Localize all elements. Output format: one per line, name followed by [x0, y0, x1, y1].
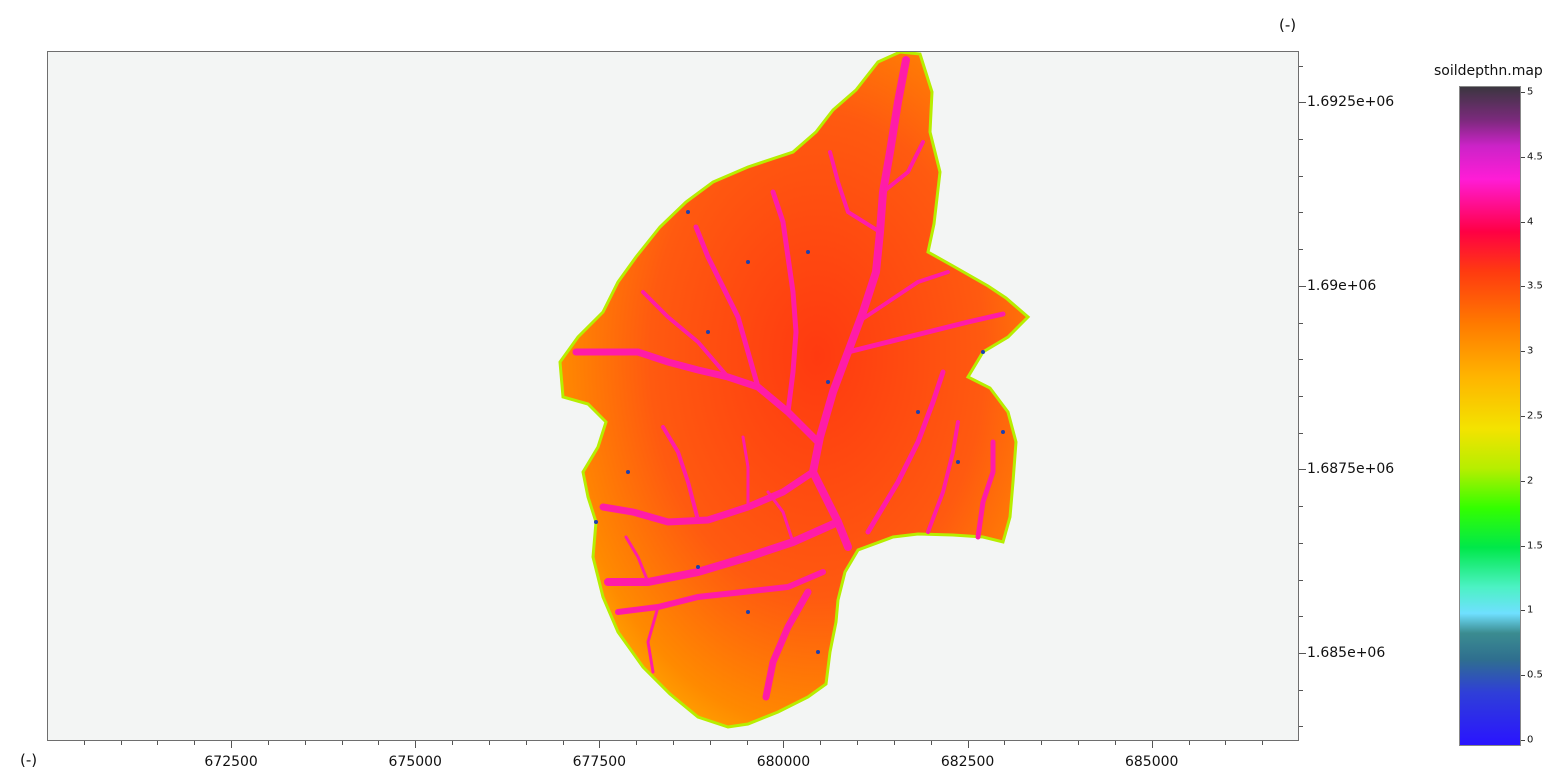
colorbar-tick [1521, 675, 1525, 677]
y-minor-tick [1299, 175, 1303, 177]
x-minor-tick [488, 741, 490, 745]
x-minor-tick [1151, 741, 1153, 748]
map-canvas[interactable] [47, 51, 1299, 741]
x-minor-tick [341, 741, 343, 745]
x-minor-tick [820, 741, 822, 745]
x-minor-tick [1004, 741, 1006, 745]
y-minor-tick [1299, 249, 1303, 251]
colorbar-tick-label: 3.5 [1527, 280, 1543, 292]
colorbar-tick-label: 0 [1527, 734, 1534, 746]
x-tick-label: 672500 [204, 754, 258, 770]
y-tick-label: 1.69e+06 [1307, 277, 1377, 294]
colorbar-tick-label: 0.5 [1527, 669, 1543, 681]
colorbar-tick-label: 4.5 [1527, 151, 1543, 163]
x-minor-tick [599, 741, 601, 748]
y-minor-tick [1299, 689, 1303, 691]
colorbar-tick-label: 2 [1527, 475, 1534, 487]
colorbar-tick [1521, 545, 1525, 547]
raster-map [558, 52, 1031, 729]
x-minor-tick [1262, 741, 1264, 745]
colorbar-tick-label: 2.5 [1527, 410, 1543, 422]
y-minor-tick [1299, 102, 1306, 104]
y-minor-tick [1299, 726, 1303, 728]
colorbar-tick [1521, 92, 1525, 93]
y-minor-tick [1299, 396, 1303, 397]
colorbar-tick [1521, 221, 1525, 223]
x-minor-tick [83, 741, 85, 745]
x-minor-tick [783, 741, 785, 748]
colorbar-tick-label: 1 [1527, 604, 1534, 616]
colorbar-tick-label: 1.5 [1527, 540, 1543, 552]
y-minor-tick [1299, 322, 1303, 324]
unit-label-top: (-) [1279, 16, 1297, 34]
colorbar-tick [1521, 480, 1525, 482]
y-minor-tick [1299, 359, 1303, 361]
y-minor-tick [1299, 616, 1303, 618]
colorbar-tick-label: 3 [1527, 345, 1534, 357]
y-minor-tick [1299, 579, 1303, 581]
x-minor-tick [452, 741, 454, 745]
colorbar-tick-label: 5 [1527, 86, 1534, 98]
low-depth-patches [594, 210, 1005, 654]
y-minor-tick [1299, 542, 1303, 544]
colorbar [1459, 86, 1521, 746]
x-axis: 672500 675000 677500 680000 682500 685000 [47, 741, 1299, 778]
x-minor-tick [157, 741, 159, 745]
x-minor-tick [893, 741, 895, 745]
x-tick-label: 682500 [940, 754, 995, 770]
colorbar-tick-label: 4 [1527, 216, 1534, 228]
y-tick-label: 1.6925e+06 [1307, 94, 1395, 111]
x-minor-tick [562, 741, 564, 745]
x-tick-label: 680000 [756, 754, 811, 770]
colorbar-tick [1521, 351, 1525, 353]
x-minor-tick [1041, 741, 1043, 745]
x-minor-tick [1225, 741, 1227, 745]
x-minor-tick [267, 741, 269, 745]
x-minor-tick [304, 741, 306, 745]
colorbar-tick [1521, 416, 1525, 417]
x-tick-label: 685000 [1124, 754, 1179, 770]
colorbar-tick [1521, 740, 1525, 741]
x-minor-tick [636, 741, 638, 745]
x-minor-tick [709, 741, 711, 745]
x-minor-tick [746, 741, 748, 745]
x-minor-tick [930, 741, 932, 745]
y-minor-tick [1299, 285, 1306, 287]
x-minor-tick [525, 741, 527, 745]
x-tick-label: 677500 [572, 754, 627, 770]
x-minor-tick [194, 741, 196, 745]
catchment-area [558, 52, 1031, 729]
colorbar-tick [1521, 286, 1525, 288]
y-minor-tick [1299, 469, 1306, 471]
x-minor-tick [1188, 741, 1190, 745]
x-minor-tick [1078, 741, 1080, 745]
x-minor-tick [120, 741, 122, 745]
x-minor-tick [378, 741, 380, 745]
y-minor-tick [1299, 432, 1303, 434]
y-minor-tick [1299, 139, 1303, 141]
y-minor-tick [1299, 506, 1303, 508]
drainage-network [572, 56, 1006, 701]
colorbar-tick [1521, 156, 1525, 158]
x-minor-tick [415, 741, 417, 748]
y-minor-tick [1299, 212, 1303, 214]
x-minor-tick [857, 741, 859, 745]
x-minor-tick [967, 741, 969, 748]
y-minor-tick [1299, 652, 1306, 654]
colorbar-tick [1521, 610, 1525, 612]
legend-title: soildepthn.map [1434, 63, 1543, 79]
x-minor-tick [673, 741, 674, 745]
x-tick-label: 675000 [388, 754, 442, 770]
x-minor-tick [1114, 741, 1116, 745]
y-minor-tick [1299, 65, 1303, 67]
x-minor-tick [231, 741, 233, 748]
y-tick-label: 1.6875e+06 [1307, 461, 1395, 478]
y-axis: 1.6925e+06 1.69e+06 1.6875e+06 1.685e+06 [1299, 51, 1409, 741]
colorbar-ticks: 0 0.5 1 1.5 2 2.5 3 3.5 4 4.5 5 [1521, 86, 1548, 746]
unit-label-bottom: (-) [20, 751, 38, 769]
y-tick-label: 1.685e+06 [1307, 644, 1386, 661]
